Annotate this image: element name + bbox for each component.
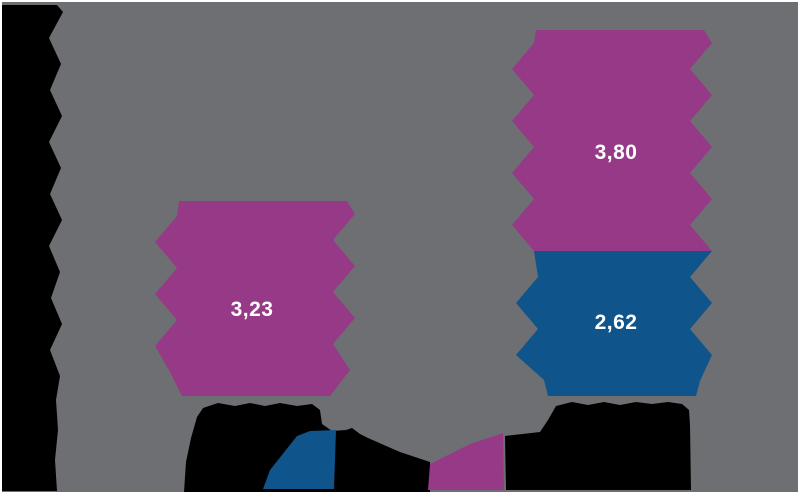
bar1-purple-segment [155,201,355,396]
bar2-blue-segment [516,251,712,396]
legend-purple-swatch [428,433,504,490]
legend-blue-swatch [263,430,336,489]
bar2-bottom-value-label: 2,62 [595,311,638,334]
bar1-value-label: 3,23 [231,298,274,321]
y-axis-redacted-band [2,5,63,491]
category-2-redacted-label [505,402,691,490]
bar2-purple-segment [512,30,712,251]
bar2-top-value-label: 3,80 [595,141,638,164]
